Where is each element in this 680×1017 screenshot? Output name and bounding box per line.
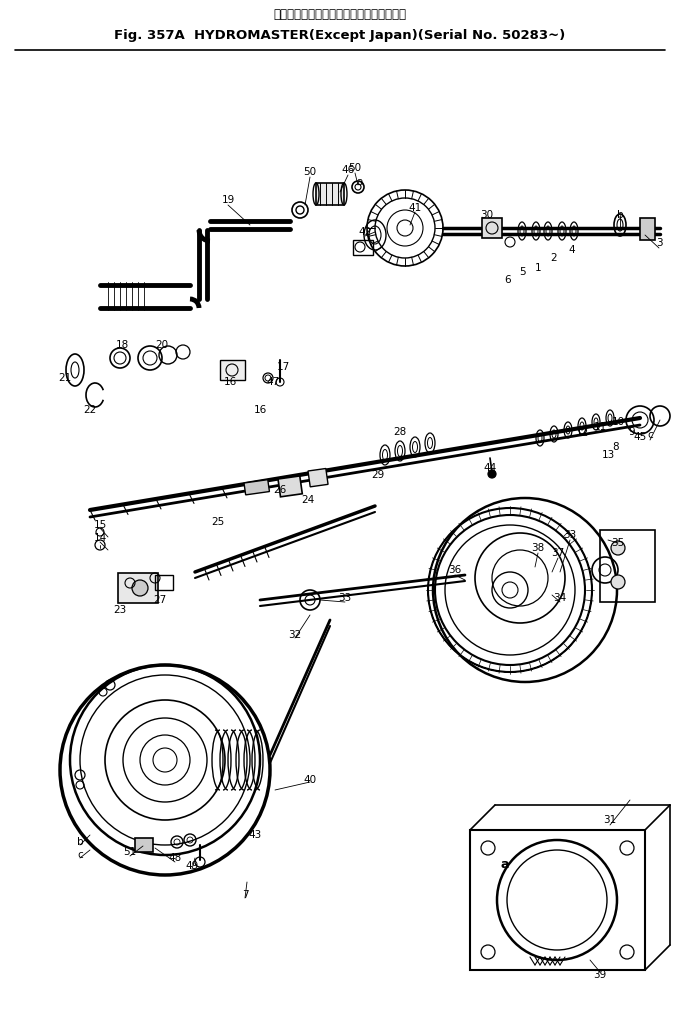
Text: 34: 34: [554, 593, 566, 603]
Text: 51: 51: [123, 847, 137, 857]
Text: 4: 4: [568, 245, 575, 255]
Text: 7: 7: [241, 890, 248, 900]
Text: 33: 33: [563, 530, 577, 540]
Text: 42: 42: [358, 227, 372, 237]
Text: 22: 22: [84, 405, 97, 415]
Text: 1: 1: [534, 263, 541, 273]
Text: 33: 33: [339, 593, 352, 603]
Bar: [316, 183, 344, 205]
Text: ハイドロマスタ（海　外　向）（適用号機: ハイドロマスタ（海 外 向）（適用号機: [273, 7, 407, 20]
Text: 10: 10: [611, 417, 624, 427]
Text: 39: 39: [594, 970, 607, 980]
Text: 14: 14: [93, 533, 107, 543]
Text: 2: 2: [551, 253, 558, 263]
Text: 50: 50: [303, 167, 317, 177]
Text: 50: 50: [348, 163, 362, 173]
Text: 49: 49: [186, 861, 199, 871]
Text: 26: 26: [273, 485, 287, 495]
Text: 38: 38: [531, 543, 545, 553]
Text: 44: 44: [483, 463, 496, 473]
Text: 43: 43: [248, 830, 262, 840]
Text: 47: 47: [267, 377, 279, 387]
Text: b: b: [617, 210, 624, 220]
Bar: [135, 838, 153, 852]
Text: c: c: [77, 850, 83, 860]
Bar: [308, 469, 328, 487]
Bar: [278, 476, 303, 497]
Circle shape: [488, 470, 496, 478]
Text: 20: 20: [156, 340, 169, 350]
Text: 15: 15: [93, 520, 107, 530]
Bar: [118, 573, 158, 603]
Text: 45: 45: [633, 432, 647, 442]
Circle shape: [611, 575, 625, 589]
Text: 36: 36: [448, 565, 462, 575]
Text: 40: 40: [303, 775, 317, 785]
Text: 11: 11: [594, 422, 607, 432]
Text: a: a: [500, 858, 509, 872]
Text: 35: 35: [611, 538, 625, 548]
Text: 37: 37: [551, 548, 564, 558]
Text: 27: 27: [154, 595, 167, 605]
Text: 48: 48: [169, 853, 182, 863]
Text: 13: 13: [601, 450, 615, 460]
Text: 32: 32: [288, 630, 302, 640]
Text: c: c: [647, 430, 653, 440]
Bar: [244, 480, 269, 495]
Text: 28: 28: [393, 427, 407, 437]
Bar: [470, 830, 645, 970]
Bar: [640, 218, 655, 240]
Text: 5: 5: [519, 267, 526, 277]
Text: b: b: [77, 837, 84, 847]
Text: 19: 19: [222, 195, 235, 205]
Bar: [482, 218, 502, 238]
Text: 12: 12: [575, 428, 589, 438]
Text: 24: 24: [301, 495, 315, 505]
Text: 21: 21: [58, 373, 71, 383]
Text: 17: 17: [276, 362, 290, 372]
Text: 16: 16: [223, 377, 237, 387]
Circle shape: [611, 541, 625, 555]
Text: Fig. 357A  HYDROMASTER(Except Japan)(Serial No. 50283~): Fig. 357A HYDROMASTER(Except Japan)(Seri…: [114, 28, 566, 42]
Text: 31: 31: [603, 815, 617, 825]
Text: 46: 46: [341, 165, 355, 175]
Text: 41: 41: [409, 203, 422, 213]
Bar: [600, 530, 655, 602]
Text: 29: 29: [371, 470, 385, 480]
Bar: [353, 240, 373, 255]
Bar: [155, 575, 173, 590]
Text: 9: 9: [629, 427, 635, 437]
Text: 8: 8: [613, 442, 619, 452]
Text: 16: 16: [254, 405, 267, 415]
Bar: [220, 360, 245, 380]
Text: a: a: [357, 177, 363, 187]
Text: 23: 23: [114, 605, 126, 615]
Circle shape: [132, 580, 148, 596]
Text: 6: 6: [505, 275, 511, 285]
Text: 30: 30: [481, 210, 494, 220]
Text: 18: 18: [116, 340, 129, 350]
Text: 3: 3: [656, 238, 662, 248]
Text: 25: 25: [211, 517, 224, 527]
